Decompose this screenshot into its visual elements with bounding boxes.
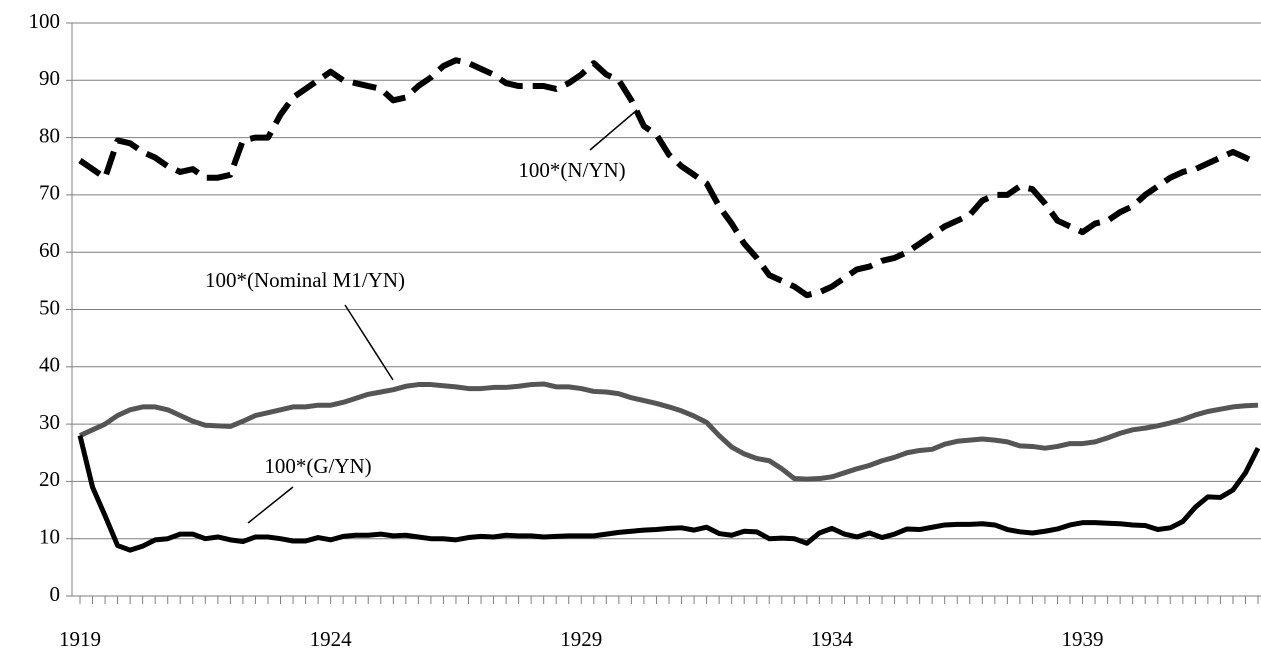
- y-tick-label: 0: [50, 582, 61, 606]
- leader-line: [247, 486, 294, 524]
- leader-line: [344, 304, 394, 381]
- grid: 0 10 20 30 40 50 60 70 80 90 100 1919 1924 1929 1934 19…: [29, 9, 1261, 651]
- y-tick-label: 70: [39, 181, 60, 205]
- x-tick-label: 1919: [59, 627, 101, 651]
- series-line: [77, 434, 1261, 553]
- y-tick-label: 10: [39, 525, 60, 549]
- x-tick-label: 1934: [811, 627, 854, 651]
- x-tick-label: 1929: [560, 627, 602, 651]
- series-label: 100*(G/YN): [264, 454, 371, 478]
- y-tick-label: 50: [39, 295, 60, 319]
- series-line: [78, 57, 1260, 299]
- series-label: 100*(Nominal M1/YN): [205, 268, 405, 292]
- y-tick-label: 40: [39, 353, 60, 377]
- y-tick-label: 30: [39, 410, 60, 434]
- y-tick-label: 20: [39, 467, 60, 491]
- y-tick-label: 100: [29, 9, 61, 33]
- plot: [77, 57, 1261, 553]
- y-tick-label: 80: [39, 123, 60, 147]
- x-tick-label: 1939: [1062, 627, 1104, 651]
- series-label: 100*(N/YN): [518, 158, 625, 182]
- series-line: [78, 381, 1259, 482]
- x-tick-label: 1924: [310, 627, 353, 651]
- y-tick-label: 90: [39, 66, 60, 90]
- leader-line: [589, 109, 638, 151]
- y-tick-label: 60: [39, 238, 60, 262]
